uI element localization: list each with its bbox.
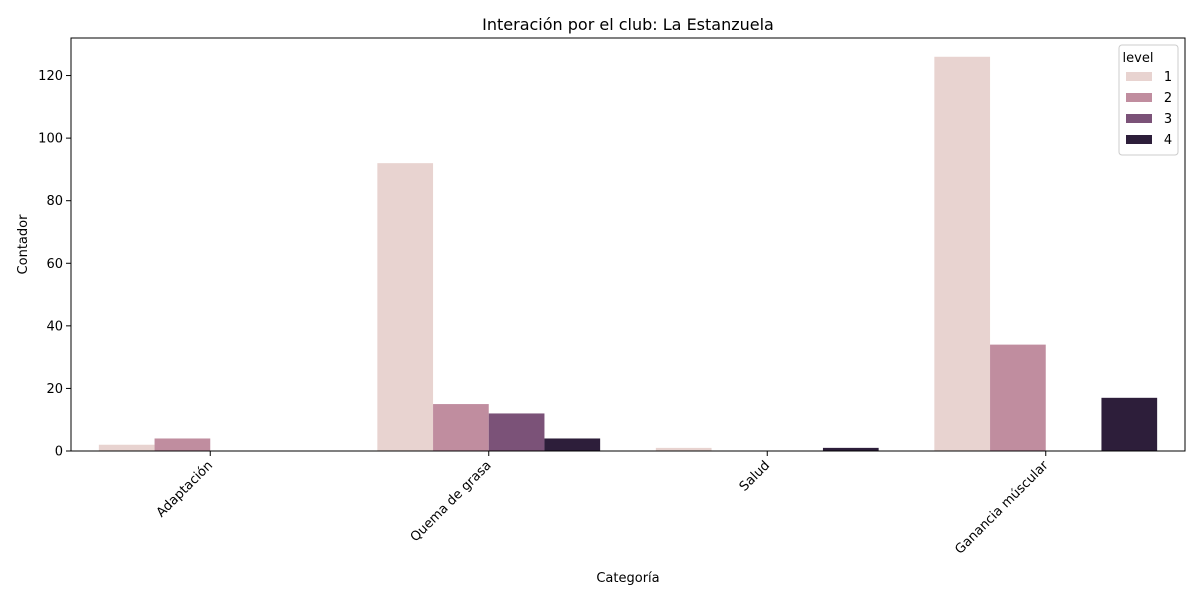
x-axis-label: Categoría xyxy=(596,571,659,586)
chart-title: Interación por el club: La Estanzuela xyxy=(482,15,774,34)
y-tick-label: 120 xyxy=(38,69,63,84)
legend-label-2: 2 xyxy=(1164,91,1172,106)
legend-swatch-4 xyxy=(1126,135,1152,144)
legend-label-1: 1 xyxy=(1164,70,1172,85)
legend-swatch-2 xyxy=(1126,93,1152,102)
legend-label-4: 4 xyxy=(1164,133,1172,148)
bar-quema-de-grasa-level-2 xyxy=(433,404,489,451)
bar-ganancia-múscular-level-1 xyxy=(934,56,991,452)
x-tick-label: Adaptación xyxy=(154,458,216,520)
y-axis: 0 20 40 60 80 100 120 xyxy=(38,69,71,460)
legend-label-3: 3 xyxy=(1164,112,1172,127)
x-axis: Adaptación Quema de grasa Salud Ganancia mú… xyxy=(154,451,1052,557)
y-axis-label: Contador xyxy=(16,214,31,275)
legend-swatch-3 xyxy=(1126,114,1152,123)
bar-ganancia-múscular-level-4 xyxy=(1101,397,1158,451)
x-tick-label: Salud xyxy=(737,458,773,494)
bar-adaptación-level-2 xyxy=(154,438,211,451)
y-tick-label: 80 xyxy=(46,194,63,209)
x-tick-label: Ganancia múscular xyxy=(952,458,1052,558)
legend: level 1 2 3 4 xyxy=(1118,44,1179,156)
plot-frame xyxy=(70,37,1186,452)
legend-title: level xyxy=(1123,51,1154,66)
y-tick-label: 100 xyxy=(38,132,63,147)
bar-quema-de-grasa-level-3 xyxy=(488,413,545,451)
bars-group xyxy=(98,56,1158,452)
bar-salud-level-1 xyxy=(655,447,712,451)
bar-ganancia-múscular-level-2 xyxy=(990,344,1046,451)
legend-swatch-1 xyxy=(1126,72,1152,81)
bar-salud-level-4 xyxy=(822,447,879,451)
bar-quema-de-grasa-level-4 xyxy=(544,438,601,451)
y-tick-label: 40 xyxy=(46,319,63,334)
bar-quema-de-grasa-level-1 xyxy=(377,163,434,451)
y-tick-label: 20 xyxy=(46,382,63,397)
bar-adaptación-level-1 xyxy=(98,444,155,451)
y-tick-label: 60 xyxy=(46,257,63,272)
y-tick-label: 0 xyxy=(55,445,63,460)
x-tick-label: Quema de grasa xyxy=(408,458,495,545)
